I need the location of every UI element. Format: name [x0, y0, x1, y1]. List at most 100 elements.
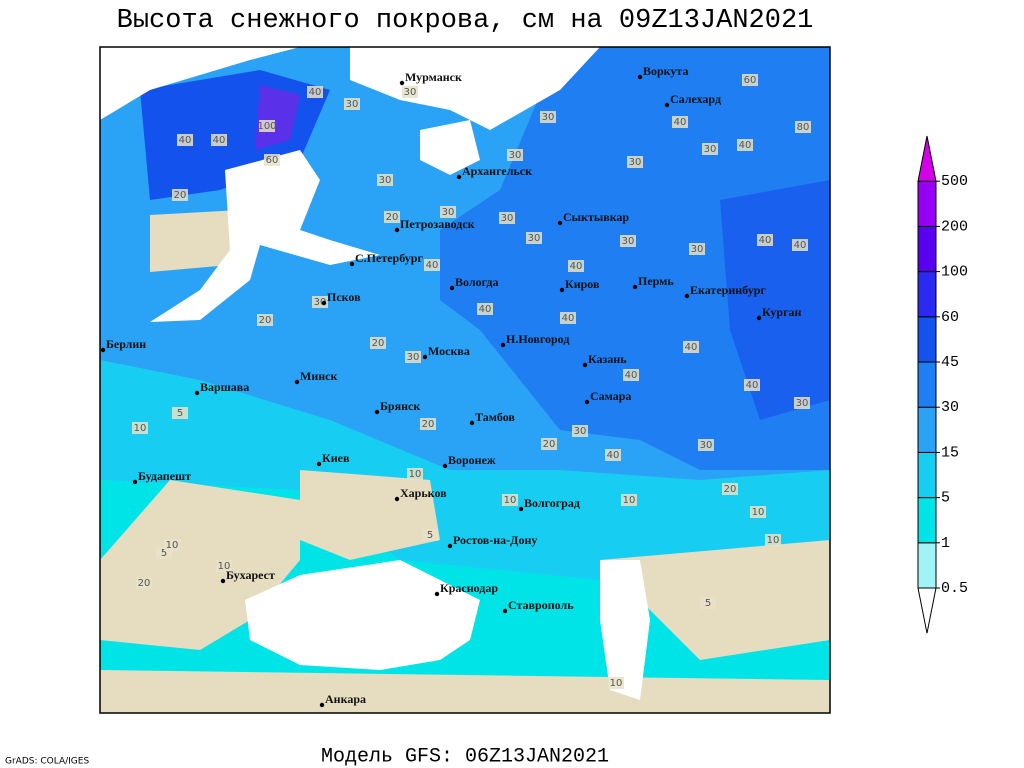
contour-label: 40 — [607, 450, 620, 461]
contour-label-box — [572, 425, 588, 437]
contour-label: 10 — [623, 495, 636, 506]
contour-label: 40 — [794, 240, 807, 251]
contour-label-box — [440, 206, 456, 218]
contour-label-box — [405, 351, 421, 363]
city-dot — [557, 220, 563, 226]
contour-label-box — [623, 369, 639, 381]
city-label: Пермь — [638, 274, 674, 288]
contour-label: 30 — [704, 144, 717, 155]
contour-label: 30 — [501, 213, 514, 224]
city-dot — [500, 342, 506, 348]
contour-label-box — [702, 143, 718, 155]
sea — [150, 150, 380, 322]
contour-label-box — [172, 189, 188, 201]
contour-label-box — [502, 494, 518, 506]
colorbar-segment — [917, 361, 937, 408]
contour-label-box — [211, 134, 227, 146]
map — [99, 46, 831, 714]
region — [440, 47, 830, 470]
land — [150, 210, 240, 272]
contour-label: 10 — [504, 495, 517, 506]
city-label: Самара — [590, 389, 631, 403]
city-label: Воронеж — [448, 453, 496, 467]
contour-label: 30 — [691, 244, 704, 255]
contour-label-box — [689, 243, 705, 255]
city-label: Ставрополь — [508, 598, 574, 612]
cities: Мурманск Воркута Салехард Архангельск Сыктыв… — [100, 64, 802, 708]
contour-label: 20 — [386, 212, 399, 223]
contour-label: 30 — [700, 440, 713, 451]
colorbar-label: 1 — [941, 535, 950, 552]
contour-label: 20 — [372, 338, 385, 349]
city-dot — [469, 420, 475, 426]
city-label: Волгоград — [524, 496, 580, 510]
contour-label-box — [172, 407, 188, 419]
colorbar-triangle — [917, 135, 937, 182]
contour-label: 10 — [409, 469, 422, 480]
contour-label-box — [407, 468, 423, 480]
city-dot — [316, 461, 322, 467]
contour-label: 30 — [407, 352, 420, 363]
contour-label-box — [605, 449, 621, 461]
contour-label: 20 — [259, 315, 272, 326]
contour-label-box — [742, 74, 758, 86]
colorbar-label: 5 — [941, 490, 950, 507]
contour-label: 40 — [479, 304, 492, 315]
city-dot — [756, 315, 762, 321]
city-label: Киров — [565, 277, 600, 291]
city-label: Тамбов — [475, 410, 515, 424]
colorbar-segment — [917, 497, 937, 544]
contour-label-box — [402, 86, 418, 98]
contour-label: 20 — [422, 419, 435, 430]
contour-label: 10 — [610, 678, 623, 689]
contour-label: 20 — [543, 439, 556, 450]
city-label: Бухарест — [226, 568, 275, 582]
city-dot — [100, 347, 106, 353]
city-dot — [319, 702, 325, 708]
contour-label: 30 — [528, 233, 541, 244]
contour-label: 60 — [266, 155, 279, 166]
contour-label: 40 — [759, 235, 772, 246]
contour-label-box — [700, 597, 716, 609]
credit: GrADS: COLA/IGES — [5, 757, 89, 767]
colorbar-label: 100 — [941, 264, 968, 281]
colorbar-segment — [917, 542, 937, 589]
contour-label-box — [722, 483, 738, 495]
city-label: Ростов-на-Дону — [453, 533, 537, 547]
colorbar-label: 60 — [941, 309, 959, 326]
contour-label-box — [216, 560, 232, 572]
contour-label-box — [259, 120, 275, 132]
contour-label: 40 — [685, 342, 698, 353]
contour-label-box — [744, 379, 760, 391]
city-dot — [374, 409, 380, 415]
contour-label-box — [420, 418, 436, 430]
contour-label-box — [683, 341, 699, 353]
contour-label: 30 — [574, 426, 587, 437]
city-label: Киев — [322, 451, 350, 465]
contour-label: 40 — [213, 135, 226, 146]
city-label: Брянск — [380, 399, 420, 413]
contour-label: 80 — [797, 122, 810, 133]
city-dot — [434, 591, 440, 597]
contour-label: 10 — [767, 535, 780, 546]
contour-label: 30 — [346, 99, 359, 110]
colorbar-label: 500 — [941, 173, 968, 190]
contour-label-box — [765, 534, 781, 546]
contour-label-box — [164, 539, 180, 551]
contour-label-box — [792, 239, 808, 251]
city-label: Анкара — [325, 692, 366, 706]
contour-label: 30 — [379, 175, 392, 186]
contour-label-box — [541, 438, 557, 450]
contour-label-box — [560, 312, 576, 324]
city-dot — [664, 102, 670, 108]
contour-label: 30 — [542, 112, 555, 123]
colorbar-segment — [917, 271, 937, 318]
contour-label: 60 — [744, 75, 757, 86]
contour-label-box — [507, 149, 523, 161]
colorbar-label: 15 — [941, 444, 959, 461]
city-dot — [449, 285, 455, 291]
contour-label-box — [344, 98, 360, 110]
contour-label: 5 — [177, 408, 183, 419]
contour-label: 30 — [509, 150, 522, 161]
